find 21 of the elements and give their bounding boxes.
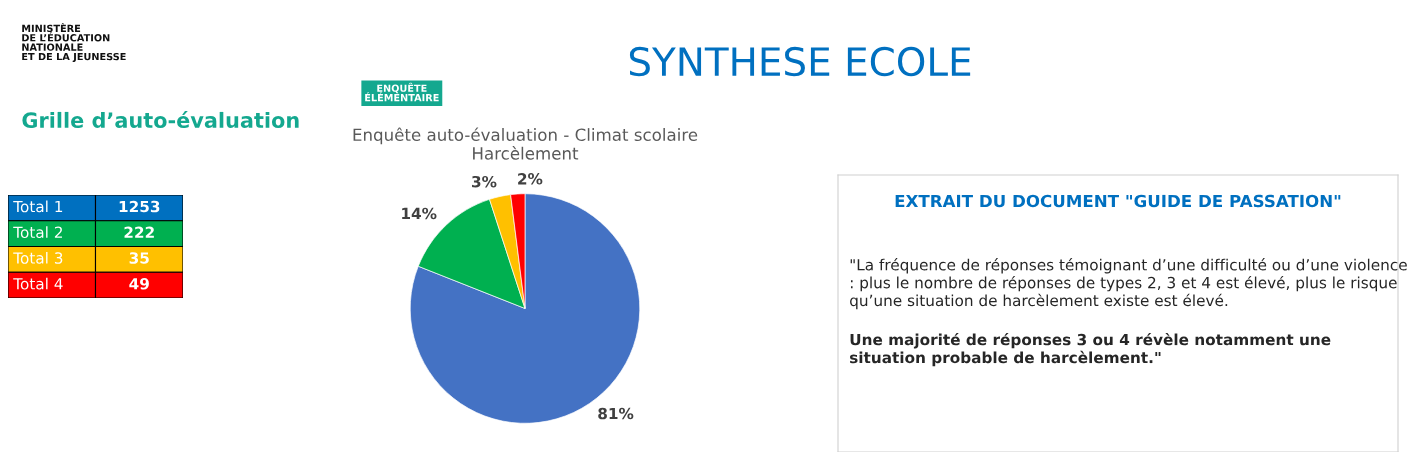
text: "La fréquence de réponses témoignant d’une difficulté ou d’une violence : plus le nombre de réponses de types 2, 3 et 4 est élevé, plus le risque qu’une situation de harcèlement existe est élevé.: [850, 258, 1407, 310]
text: Grille d’auto-évaluation: [22, 111, 299, 129]
category-label: Total 4: [13, 277, 63, 290]
category-label: Total 2: [13, 226, 62, 239]
data-label: 49: [129, 278, 149, 290]
data-label: 14%: [402, 207, 437, 220]
chart-title: Enquête auto-évaluation - Climat scolaire: [353, 127, 698, 145]
text: SYNTHESE ECOLE: [629, 46, 971, 77]
text: ENQUÊTE ÉLÉMENTAIRE: [365, 82, 439, 102]
data-label: 2%: [518, 173, 543, 185]
category-label: Total 1: [13, 200, 63, 213]
category-label: Total 3: [13, 251, 63, 264]
data-label: 222: [124, 226, 154, 238]
text: EXTRAIT DU DOCUMENT "GUIDE DE PASSATION": [895, 194, 1341, 208]
data-label: 35: [129, 252, 149, 264]
data-label: 3%: [472, 175, 497, 188]
data-label: 81%: [598, 407, 634, 420]
text: MINISTÈRE DE L’ÉDUCATION NATIONALE ET DE LA JEUNESSE: [22, 22, 126, 63]
text: Une majorité de réponses 3 ou 4 révèle notamment une situation probable de harcèlement.": [849, 332, 1331, 367]
data-label: 1253: [119, 200, 160, 213]
chart-subtitle: Harcèlement: [473, 146, 579, 160]
